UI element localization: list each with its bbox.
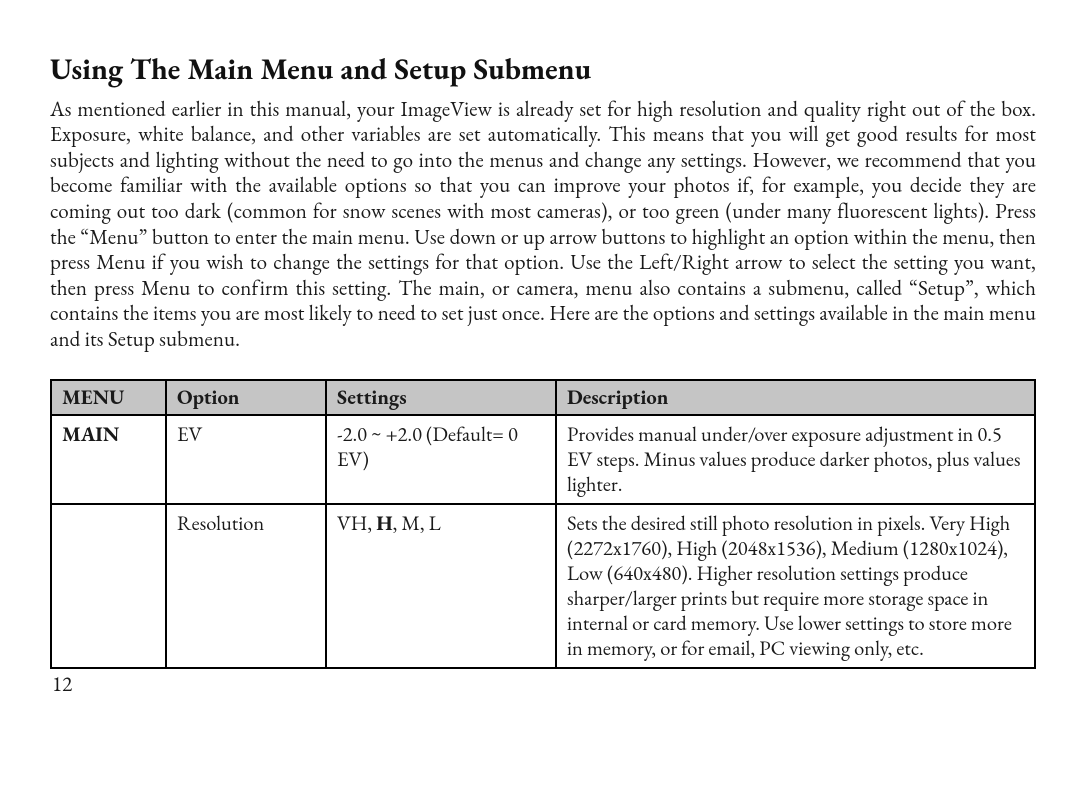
settings-pre: VH, [337, 510, 376, 537]
col-header-settings: Settings [326, 380, 556, 415]
table-row: Resolution VH, H, M, L Sets the desired … [51, 504, 1035, 668]
cell-settings: VH, H, M, L [326, 504, 556, 668]
cell-settings: -2.0 ~ +2.0 (Default= 0 EV) [326, 415, 556, 504]
menu-settings-table: MENU Option Settings Description MAIN EV… [50, 379, 1036, 669]
cell-option: EV [166, 415, 326, 504]
col-header-menu: MENU [51, 380, 166, 415]
settings-post: , M, L [393, 510, 441, 537]
cell-menu-label: MAIN [62, 421, 119, 448]
cell-menu [51, 504, 166, 668]
col-header-option: Option [166, 380, 326, 415]
table-row: MAIN EV -2.0 ~ +2.0 (Default= 0 EV) Prov… [51, 415, 1035, 504]
cell-description: Sets the desired still photo resolution … [556, 504, 1035, 668]
table-header-row: MENU Option Settings Description [51, 380, 1035, 415]
intro-paragraph: As mentioned earlier in this manual, you… [50, 97, 1036, 353]
manual-page: Using The Main Menu and Setup Submenu As… [0, 0, 1080, 718]
col-header-description: Description [556, 380, 1035, 415]
cell-menu: MAIN [51, 415, 166, 504]
page-title: Using The Main Menu and Setup Submenu [50, 52, 1036, 87]
settings-bold: H [376, 510, 392, 537]
cell-description: Provides manual under/over exposure adju… [556, 415, 1035, 504]
page-number: 12 [52, 671, 1036, 698]
cell-option: Resolution [166, 504, 326, 668]
